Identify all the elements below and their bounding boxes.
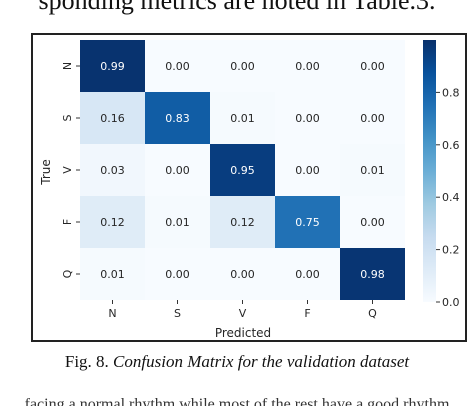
cell-value-label: 0.00 [360,216,385,229]
cell-value-label: 0.03 [100,164,125,177]
cell-value-label: 0.01 [100,268,125,281]
heatmap-cell [275,40,340,92]
y-axis-label: True [39,159,53,186]
caption-title: Confusion Matrix for the validation data… [113,352,410,371]
colorbar-tick-label: 0.0 [442,296,460,309]
heatmap-cell [275,92,340,144]
heatmap-cell [275,196,340,248]
cell-value-label: 0.83 [165,112,190,125]
y-tick-label: S [61,114,74,121]
y-tick-label: N [61,62,74,70]
cell-value-label: 0.16 [100,112,125,125]
x-tick-label: S [174,307,181,320]
cell-value-label: 0.00 [295,164,320,177]
heatmap-cell [340,92,405,144]
following-paragraph-text: facing a normal rhythm while most of the… [24,396,450,406]
cell-value-label: 0.00 [165,164,190,177]
heatmap-cell [210,248,275,300]
cell-value-label: 0.75 [295,216,320,229]
x-axis-label: Predicted [215,326,271,340]
heatmap-cell [340,196,405,248]
cell-value-label: 0.00 [295,112,320,125]
heatmap-cell-labels: 0.99 0.00 0.00 0.00 0.00 0.16 0.83 0.01 0.00 0.00… [100,60,385,281]
y-tick-label: Q [61,269,74,278]
cell-value-label: 0.01 [230,112,255,125]
cell-value-label: 0.00 [230,268,255,281]
heatmap-cell [340,248,405,300]
cell-value-label: 0.00 [230,60,255,73]
heatmap-cell [80,196,145,248]
x-tick-label: V [239,307,247,320]
colorbar [423,40,436,302]
figure-caption: Fig. 8. Confusion Matrix for the validat… [0,352,474,372]
cell-value-label: 0.01 [360,164,385,177]
colorbar-tick-label: 0.6 [442,139,460,152]
heatmap-cell [145,248,210,300]
cell-value-label: 0.98 [360,268,385,281]
heatmap-cell [210,92,275,144]
heatmap-cell [80,40,145,92]
colorbar-tick-label: 0.8 [442,86,460,99]
cell-value-label: 0.12 [100,216,125,229]
x-tick-label: N [108,307,116,320]
cell-value-label: 0.12 [230,216,255,229]
heatmap-cell [145,40,210,92]
cell-value-label: 0.01 [165,216,190,229]
cell-value-label: 0.00 [295,268,320,281]
cell-value-label: 0.00 [165,60,190,73]
heatmap-cell [210,40,275,92]
y-tick-label: V [61,166,74,174]
heatmap-cell [340,40,405,92]
cell-value-label: 0.00 [295,60,320,73]
heatmap-cell [210,144,275,196]
preceding-paragraph-text: sponding metrics are noted in Table.3. [38,0,436,15]
heatmap-cell [145,144,210,196]
heatmap-cell [80,92,145,144]
y-axis-ticks: N S V F Q [61,62,80,278]
cell-value-label: 0.99 [100,60,125,73]
heatmap-cell [80,144,145,196]
cell-value-label: 0.00 [165,268,190,281]
heatmap-cell [80,248,145,300]
heatmap-cells [80,40,405,300]
x-tick-label: F [304,307,310,320]
cell-value-label: 0.00 [360,60,385,73]
y-tick-label: F [61,219,74,225]
colorbar-ticks: 0.0 0.2 0.4 0.6 0.8 [436,86,460,309]
colorbar-tick-label: 0.4 [442,191,460,204]
heatmap-cell [210,196,275,248]
heatmap-cell [145,92,210,144]
heatmap-cell [145,196,210,248]
heatmap-cell [275,144,340,196]
caption-prefix: Fig. 8. [64,352,114,371]
colorbar-tick-label: 0.2 [442,244,460,257]
heatmap-cell [275,248,340,300]
x-tick-label: Q [368,307,377,320]
cell-value-label: 0.95 [230,164,255,177]
heatmap-cell [340,144,405,196]
cell-value-label: 0.00 [360,112,385,125]
